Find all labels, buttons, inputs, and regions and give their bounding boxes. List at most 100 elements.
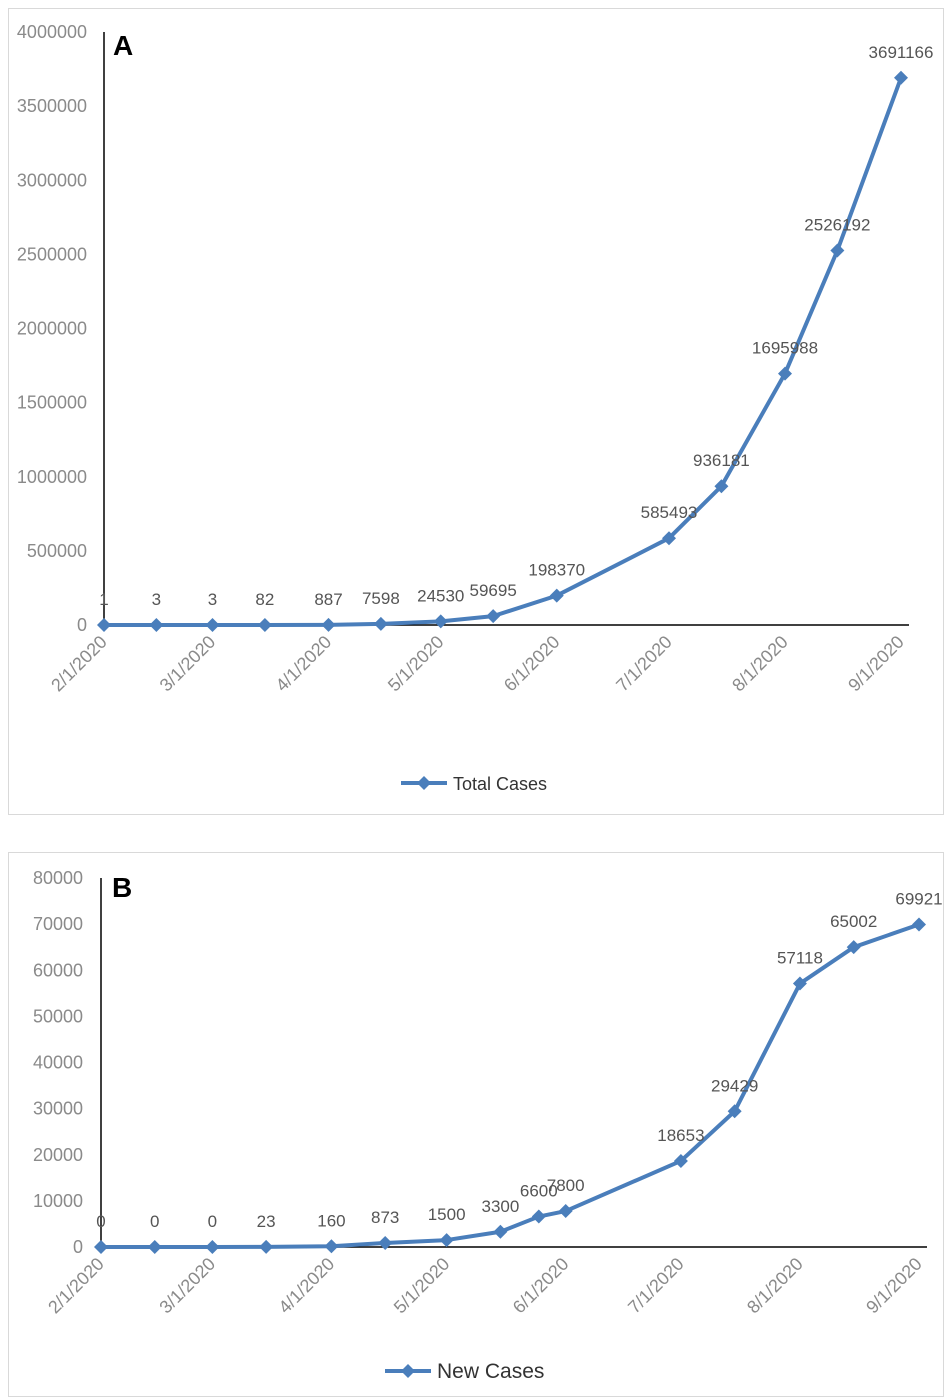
y-tick-label: 50000 (33, 1006, 83, 1026)
data-point-marker (714, 479, 729, 494)
data-label: 0 (150, 1212, 159, 1231)
series-line (103, 77, 903, 627)
x-tick-label: 8/1/2020 (743, 1254, 807, 1318)
data-label: 3300 (481, 1197, 519, 1216)
data-label: 0 (96, 1212, 105, 1231)
x-tick-label: 4/1/2020 (275, 1254, 339, 1318)
data-point-marker (558, 1204, 573, 1219)
y-tick-label: 0 (73, 1237, 83, 1257)
data-label: 7598 (362, 589, 400, 608)
legend-label: Total Cases (453, 774, 547, 794)
y-tick-label: 2000000 (17, 319, 87, 339)
data-label: 1695988 (752, 339, 818, 358)
y-tick-label: 500000 (27, 541, 87, 561)
x-tick-label: 5/1/2020 (384, 632, 448, 696)
new-cases-chart: B 0 10000 20000 30000 40000 50000 60000 70000 800… (33, 868, 943, 1383)
data-point-marker (778, 366, 793, 381)
legend-marker-icon (417, 776, 431, 790)
y-tick-label: 0 (77, 615, 87, 635)
data-point-marker (321, 617, 336, 632)
data-label: 198370 (528, 561, 585, 580)
data-point-marker (433, 614, 448, 629)
data-label: 3 (208, 590, 217, 609)
total-cases-chart: A 0 500000 1000000 1500000 2000000 2500000 3000… (17, 22, 934, 794)
x-tick-label: 6/1/2020 (509, 1254, 573, 1318)
data-point-marker (373, 616, 388, 631)
y-tick-label: 4000000 (17, 22, 87, 42)
panel-label: A (113, 30, 133, 61)
panel-label: B (112, 872, 132, 903)
data-label: 18653 (657, 1126, 704, 1145)
data-point-marker (846, 940, 861, 955)
x-tick-label: 6/1/2020 (500, 632, 564, 696)
x-tick-label: 3/1/2020 (156, 1254, 220, 1318)
data-label: 585493 (641, 503, 698, 522)
data-label: 1 (99, 590, 108, 609)
x-tick-label: 4/1/2020 (272, 632, 336, 696)
data-label: 0 (208, 1212, 217, 1231)
data-label: 3 (152, 590, 161, 609)
data-label: 3691166 (869, 43, 934, 62)
data-label: 23 (257, 1212, 276, 1231)
data-label: 65002 (830, 912, 877, 931)
data-label: 7800 (547, 1176, 585, 1195)
x-tick-label: 7/1/2020 (612, 632, 676, 696)
data-point-marker (94, 1240, 108, 1254)
data-point-marker (205, 617, 220, 632)
x-tick-label: 8/1/2020 (728, 632, 792, 696)
data-label: 6600 (520, 1182, 558, 1201)
data-label: 24530 (417, 586, 464, 605)
chart-panel-b: B 0 10000 20000 30000 40000 50000 60000 70000 800… (8, 852, 944, 1397)
data-label: 59695 (470, 581, 517, 600)
data-point-marker (549, 588, 564, 603)
data-point-marker (493, 1224, 508, 1239)
data-label: 2526192 (804, 215, 870, 234)
y-tick-label: 3000000 (17, 170, 87, 190)
data-point-marker (439, 1233, 454, 1248)
data-point-marker (97, 617, 111, 632)
data-point-marker (324, 1239, 339, 1254)
data-point-marker (673, 1153, 688, 1168)
x-tick-label: 5/1/2020 (390, 1254, 454, 1318)
y-tick-label: 80000 (33, 868, 83, 888)
data-point-marker (486, 609, 501, 624)
x-tick-label: 2/1/2020 (47, 632, 111, 696)
data-label: 936181 (693, 451, 750, 470)
legend-label: New Cases (437, 1360, 544, 1383)
y-tick-label: 10000 (33, 1191, 83, 1211)
y-tick-label: 30000 (33, 1099, 83, 1119)
data-point-marker (149, 617, 164, 632)
data-point-marker (662, 531, 677, 546)
x-tick-label: 2/1/2020 (44, 1254, 108, 1318)
data-point-marker (205, 1240, 220, 1254)
data-point-marker (912, 917, 926, 932)
data-point-marker (257, 617, 272, 632)
data-label: 69921 (895, 889, 942, 908)
x-tick-label: 9/1/2020 (862, 1254, 926, 1318)
data-point-marker (259, 1239, 274, 1254)
x-tick-label: 7/1/2020 (624, 1254, 688, 1318)
data-label: 873 (371, 1208, 399, 1227)
chart-panel-a: A 0 500000 1000000 1500000 2000000 2500000 3000… (8, 8, 944, 815)
x-tick-label: 9/1/2020 (844, 632, 908, 696)
data-point-marker (894, 70, 908, 85)
y-tick-label: 3500000 (17, 96, 87, 116)
y-tick-label: 60000 (33, 960, 83, 980)
data-point-marker (727, 1104, 742, 1119)
data-label: 1500 (428, 1205, 466, 1224)
data-label: 160 (317, 1211, 345, 1230)
data-point-marker (792, 976, 807, 991)
data-point-marker (378, 1235, 393, 1250)
data-point-marker (830, 243, 845, 258)
data-label: 887 (314, 590, 342, 609)
y-tick-label: 40000 (33, 1053, 83, 1073)
y-tick-label: 2500000 (17, 244, 87, 264)
data-point-marker (147, 1240, 162, 1254)
legend-marker-icon (401, 1364, 415, 1378)
x-tick-label: 3/1/2020 (156, 632, 220, 696)
data-label: 57118 (777, 949, 823, 968)
y-tick-label: 70000 (33, 914, 83, 934)
y-tick-label: 1000000 (17, 467, 87, 487)
data-label: 82 (255, 590, 274, 609)
y-tick-label: 20000 (33, 1145, 83, 1165)
